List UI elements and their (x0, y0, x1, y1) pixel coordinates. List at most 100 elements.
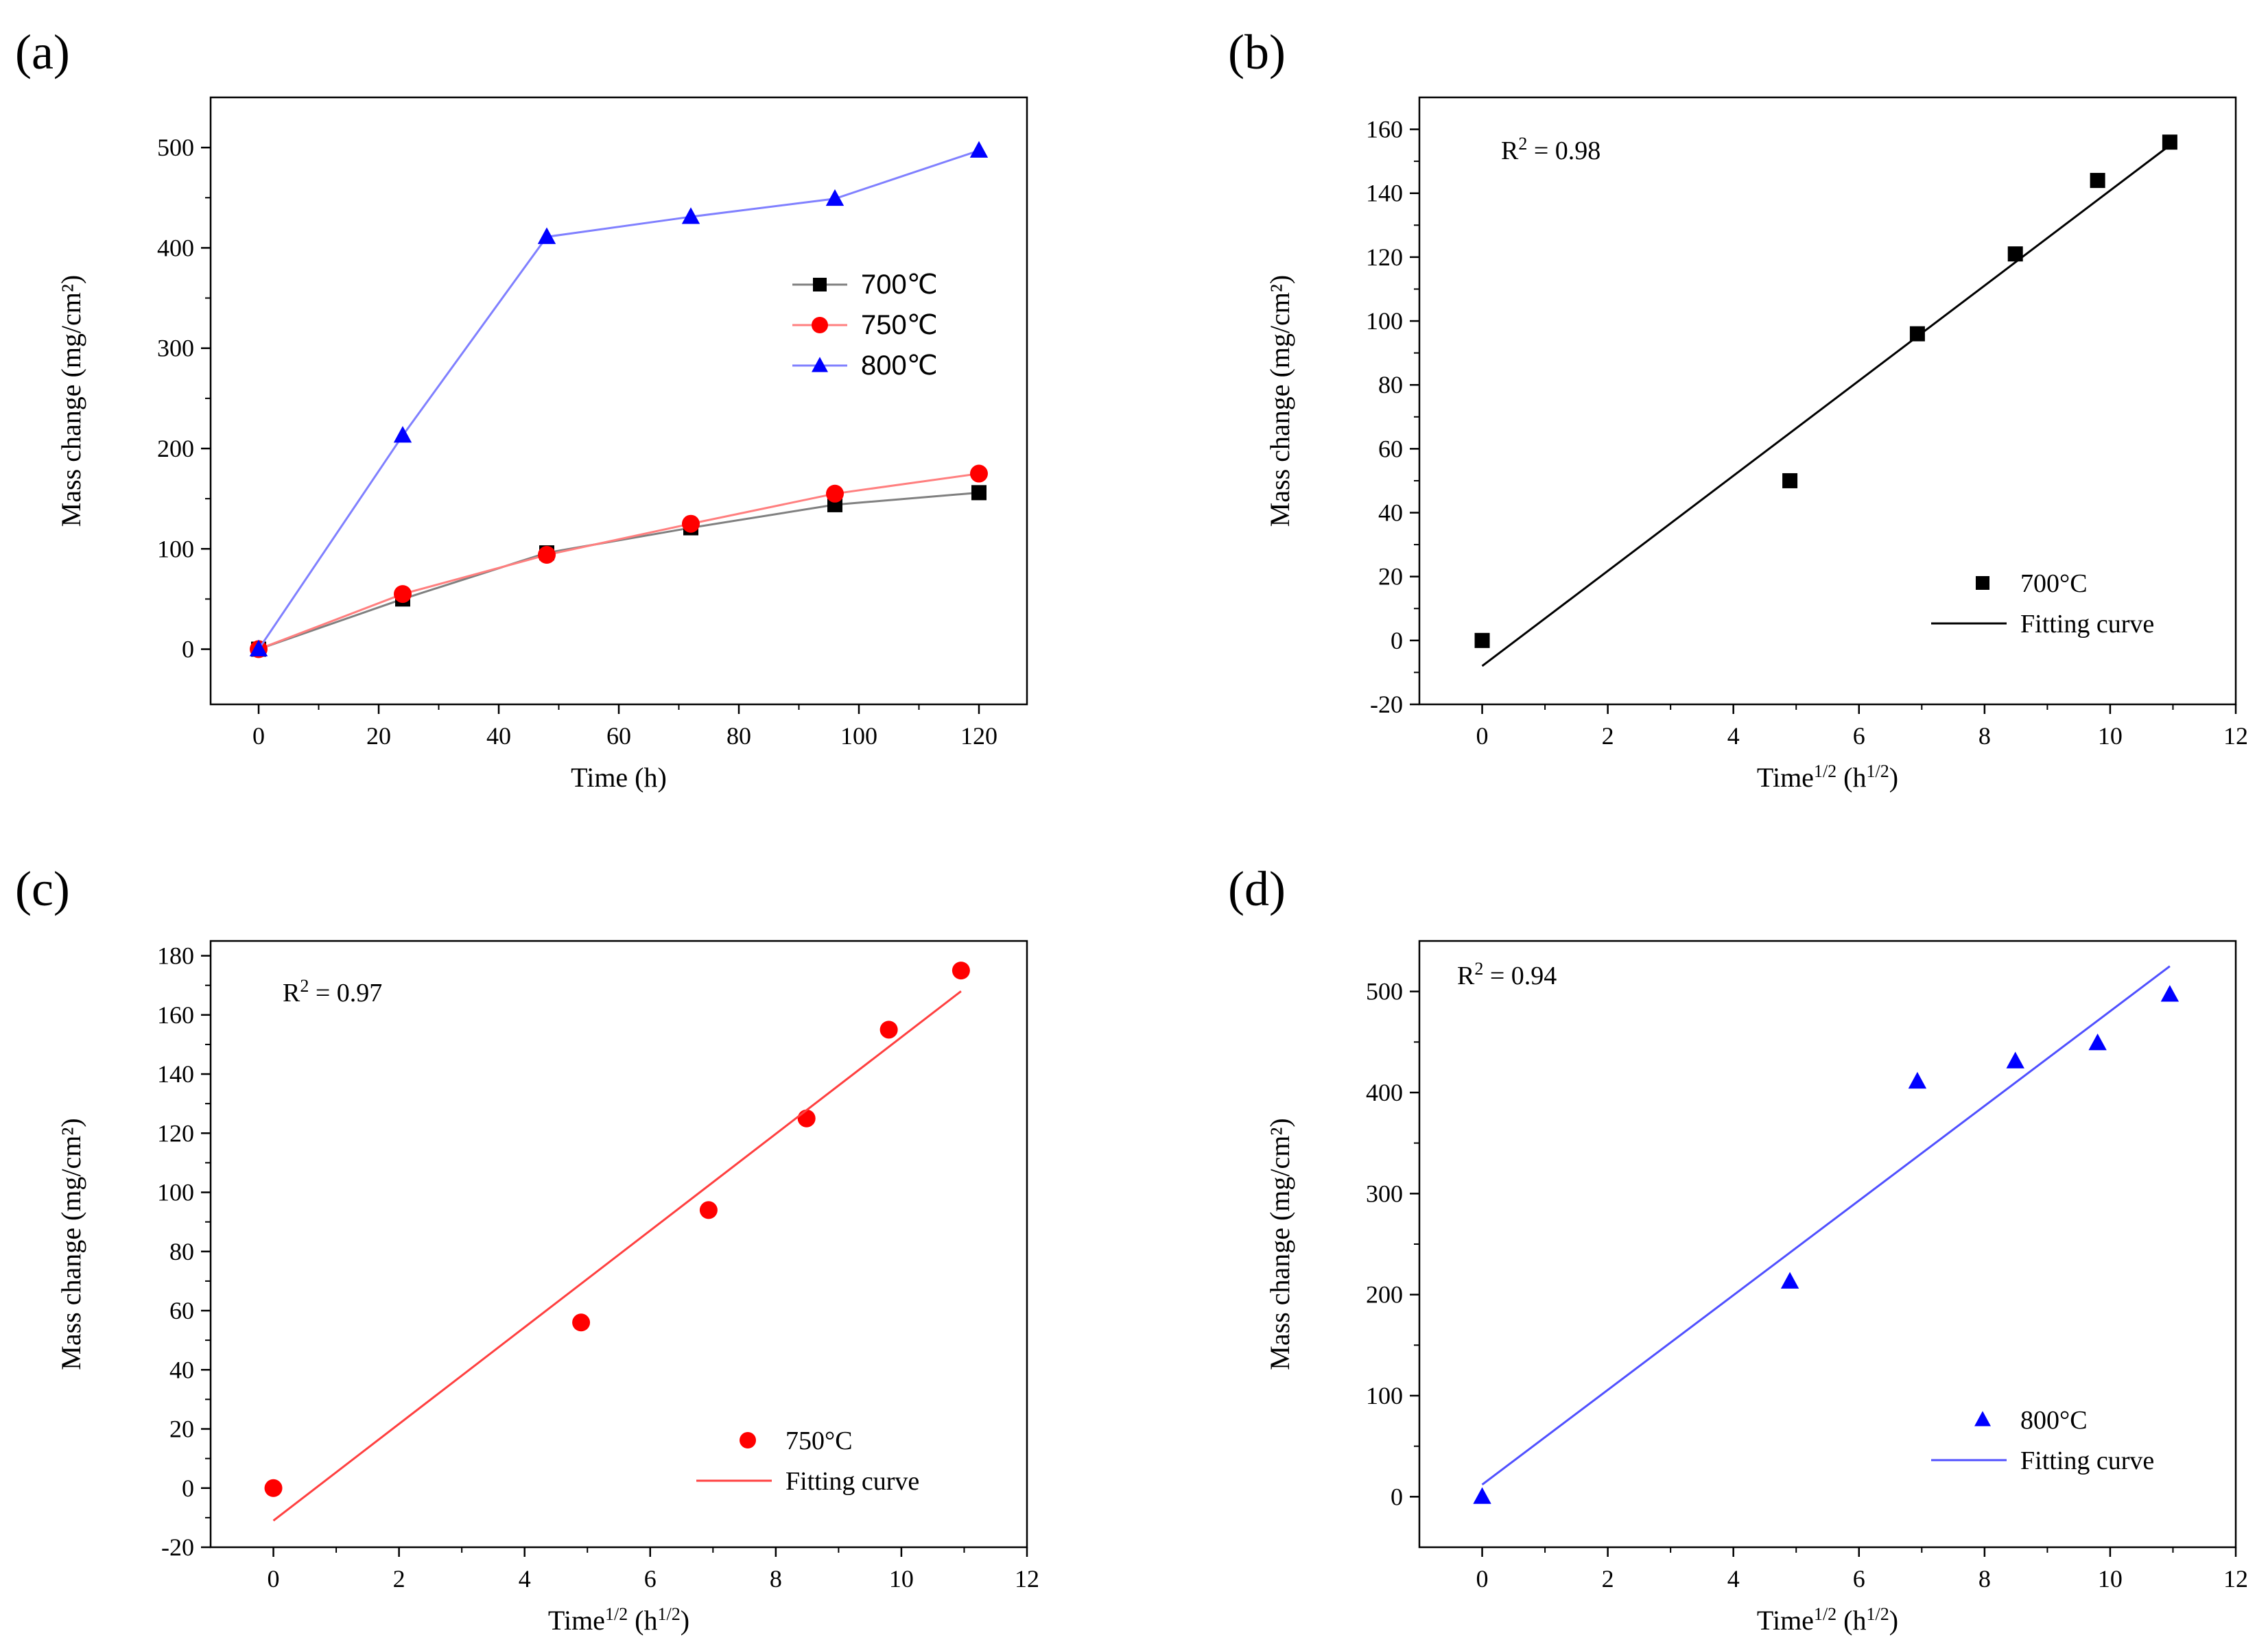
y-tick-label: 160 (157, 1001, 194, 1029)
y-tick-label: 100 (1366, 1382, 1403, 1409)
y-tick-label: 120 (1366, 243, 1403, 271)
x-tick-label: 0 (252, 722, 265, 750)
y-tick-label: 0 (182, 1475, 194, 1502)
x-axis-label-unit-sup: 1/2 (1867, 1604, 1889, 1624)
legend-label: 750℃ (861, 310, 938, 340)
x-tick-label: 10 (2098, 722, 2123, 750)
legend-label: Fitting curve (2020, 610, 2154, 639)
x-tick-label: 12 (2223, 1565, 2248, 1593)
legend-marker (1974, 1411, 1991, 1427)
legend: 750°C Fitting curve (696, 1427, 919, 1496)
legend-marker (740, 1432, 756, 1448)
series-c-0 (264, 962, 970, 1497)
r-squared-symbol: R (1457, 962, 1475, 990)
fitting-curve (1481, 965, 2171, 1486)
plot-frame (209, 96, 1028, 706)
x-axis-label-unit-close: ) (1889, 1605, 1898, 1636)
x-tick-label: 2 (1602, 1565, 1614, 1593)
series-b-0 (1474, 134, 2177, 648)
panel-letter: (d) (1228, 861, 1286, 916)
r-squared-value: = 0.94 (1483, 962, 1557, 990)
data-point (825, 189, 844, 206)
plot-frame (1418, 96, 2237, 706)
data-point (699, 1201, 718, 1219)
data-point (249, 639, 268, 656)
data-point (2006, 1051, 2024, 1069)
r-squared-symbol: R (283, 979, 300, 1007)
x-axis-label: Time1/2 (h1/2) (1757, 761, 1898, 794)
y-tick-label: 80 (1378, 371, 1403, 398)
y-axis-label: Mass change (mg/cm²) (56, 1118, 86, 1370)
series-c-1 (272, 990, 962, 1522)
x-tick-label: 2 (393, 1565, 405, 1593)
y-tick-label: 80 (169, 1238, 194, 1265)
x-axis-label-unit: (h (628, 1605, 657, 1636)
data-point (952, 962, 970, 980)
y-tick-label: 300 (1366, 1180, 1403, 1207)
series-a-2 (249, 141, 989, 656)
x-tick-label: 4 (1727, 722, 1740, 750)
r-squared-annotation: R2 = 0.98 (1501, 134, 1600, 166)
legend-label: 750°C (785, 1427, 853, 1455)
data-point (2088, 1033, 2107, 1051)
x-tick-label: 8 (770, 1565, 782, 1593)
data-point (1782, 473, 1798, 488)
data-point (2090, 173, 2105, 189)
x-tick-label: 10 (2098, 1565, 2123, 1593)
data-point (970, 464, 988, 483)
x-axis-label-sup: 1/2 (1814, 761, 1836, 781)
y-tick-label: 100 (1366, 307, 1403, 335)
data-point (969, 141, 989, 158)
y-axis-label: Mass change (mg/cm²) (1264, 1118, 1295, 1370)
data-point (682, 514, 700, 533)
x-axis-label: Time1/2 (h1/2) (548, 1604, 689, 1636)
x-tick-label: 6 (644, 1565, 657, 1593)
data-point (1909, 326, 1925, 342)
panel-c: (c) 0 2 4 6 8 10 12 -20 0 20 40 60 80 100 120 140 160 180 T… (15, 861, 1039, 1636)
legend-marker (812, 317, 828, 333)
x-axis-label-main: Time (h) (571, 762, 667, 793)
x-axis-label-main: Time (1757, 762, 1814, 793)
data-point (2162, 134, 2177, 150)
y-tick-label: 60 (1378, 435, 1403, 462)
y-tick-label: 0 (1391, 1483, 1403, 1510)
series-d-0 (1473, 985, 2180, 1504)
data-point (1473, 1487, 1491, 1504)
x-axis-label-unit: (h (1836, 1605, 1866, 1636)
y-tick-label: 0 (182, 636, 194, 663)
x-tick-label: 2 (1602, 722, 1614, 750)
x-tick-label: 0 (268, 1565, 280, 1593)
r-squared-value: = 0.98 (1527, 136, 1600, 165)
x-axis-label: Time (h) (571, 762, 667, 793)
x-tick-label: 4 (1727, 1565, 1740, 1593)
series-line (257, 150, 980, 650)
x-axis-label-unit-close: ) (1889, 762, 1898, 793)
y-tick-label: 200 (157, 435, 194, 462)
x-axis-label-sup: 1/2 (605, 1604, 628, 1624)
data-point (393, 426, 412, 443)
x-tick-label: 8 (1978, 1565, 1991, 1593)
legend: 700°C Fitting curve (1931, 569, 2154, 639)
series-b-1 (1481, 144, 2171, 667)
data-point (879, 1021, 898, 1039)
r-squared-value: = 0.97 (309, 979, 382, 1007)
legend-label: 800°C (2020, 1406, 2088, 1435)
data-point (2160, 985, 2180, 1002)
x-axis-label-unit-sup: 1/2 (1867, 761, 1889, 781)
plot-frame (209, 940, 1028, 1549)
series-line (258, 491, 980, 650)
x-tick-label: 40 (486, 722, 511, 750)
r-squared-exponent: 2 (1474, 959, 1483, 979)
data-point (681, 207, 700, 224)
y-tick-label: 20 (169, 1416, 194, 1443)
x-tick-label: 0 (1476, 1565, 1489, 1593)
x-tick-label: 12 (1015, 1565, 1039, 1593)
y-tick-label: 0 (1391, 627, 1403, 654)
y-tick-label: 300 (157, 335, 194, 362)
x-tick-label: 120 (960, 722, 997, 750)
y-tick-label: 200 (1366, 1281, 1403, 1309)
y-tick-label: 500 (1366, 978, 1403, 1005)
panel-letter: (a) (15, 25, 70, 80)
y-tick-label: 400 (157, 234, 194, 261)
